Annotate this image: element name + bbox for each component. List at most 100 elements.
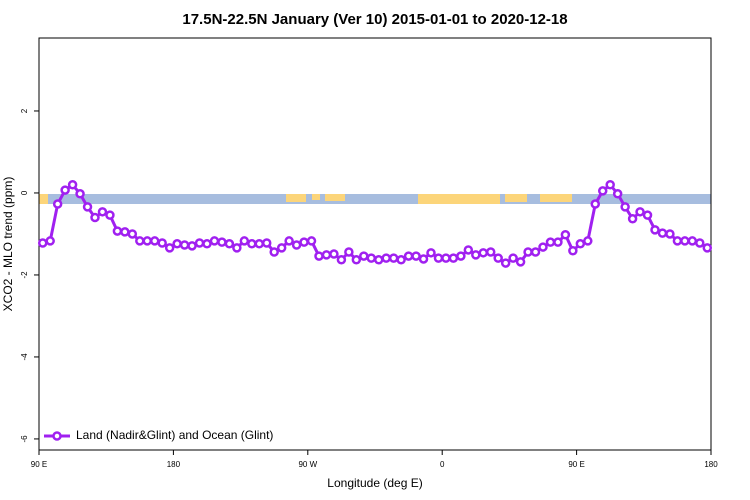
x-tick-label: 180 [167,460,181,469]
data-point [351,255,362,265]
data-point [657,228,668,238]
data-point [37,238,48,248]
data-point [583,236,593,246]
data-point [381,253,391,263]
data-point [172,239,182,249]
data-point [515,257,526,267]
data-point [52,199,63,209]
data-point [232,243,242,253]
data-point [135,236,145,246]
data-point [67,180,78,190]
data-point [82,202,93,212]
chart-title: 17.5N-22.5N January (Ver 10) 2015-01-01 … [182,11,567,28]
data-point [523,247,533,257]
data-point [120,227,130,237]
data-point [373,255,384,265]
data-point [105,210,115,220]
legend: Land (Nadir&Glint) and Ocean (Glint) [44,428,273,442]
data-point [627,214,638,224]
data-point [97,207,108,217]
data-point [291,240,302,250]
data-point [471,250,481,260]
data-point [642,210,653,220]
data-point [568,246,578,256]
x-tick-label: 90 W [298,460,317,469]
data-point [217,237,227,247]
data-point [142,236,153,246]
data-point [493,253,503,263]
data-point [336,255,347,265]
data-point [560,230,571,240]
y-tick-label: -6 [20,435,29,443]
data-point [202,239,212,249]
legend-marker [52,431,62,441]
x-tick-label: 90 E [568,460,584,469]
data-point [164,243,175,253]
data-point [239,236,250,246]
data-point [366,253,377,263]
data-point [553,237,563,247]
data-point [224,239,235,249]
x-tick-label: 90 E [31,460,47,469]
data-point [149,236,160,246]
data-point [194,238,205,248]
data-point [575,239,586,249]
data-point [388,253,399,263]
data-point [269,247,279,257]
land-ocean-band [39,194,711,204]
data-point [680,236,690,246]
data-point [545,237,556,247]
data-point [276,243,287,253]
data-point [403,251,414,261]
x-tick-label: 0 [440,460,445,469]
data-point [456,251,466,261]
data-point [538,242,548,252]
data-point [441,253,451,263]
y-tick-label: 2 [20,108,29,113]
data-point [359,251,369,261]
data-point [687,236,698,246]
data-point [329,249,339,259]
data-point [635,207,645,217]
data-point [612,189,623,199]
y-tick-label: -4 [20,353,29,361]
data-point [321,250,332,260]
data-point [247,239,257,249]
data-point [179,240,190,250]
data-point [418,254,429,264]
data-point [284,236,294,246]
data-point [448,253,459,263]
data-point [261,238,272,248]
x-tick-label: 180 [704,460,718,469]
data-point [597,186,608,196]
legend-label: Land (Nadir&Glint) and Ocean (Glint) [76,428,273,442]
y-tick-label: -2 [20,271,29,279]
data-point [702,243,713,253]
data-point [650,225,660,235]
data-point [530,247,541,257]
data-point [314,251,324,261]
data-point [187,241,197,251]
data-point [344,247,354,257]
data-point [485,247,496,257]
data-point [672,236,683,246]
data-point [695,238,705,248]
data-point [45,236,55,246]
x-axis-label: Longitude (deg E) [327,476,422,490]
data-point [426,248,436,258]
data-point [60,185,70,195]
data-point [463,245,474,255]
data-point [306,236,317,246]
data-point [90,212,100,223]
data-point [254,239,265,249]
data-point [209,236,220,246]
data-point [396,255,406,265]
data-point [411,251,421,261]
data-point [127,229,138,239]
y-axis-label: XCO2 - MLO trend (ppm) [1,177,15,312]
data-point [478,248,489,258]
data-point [75,189,85,199]
data-point [112,226,123,236]
data-point [433,253,444,263]
